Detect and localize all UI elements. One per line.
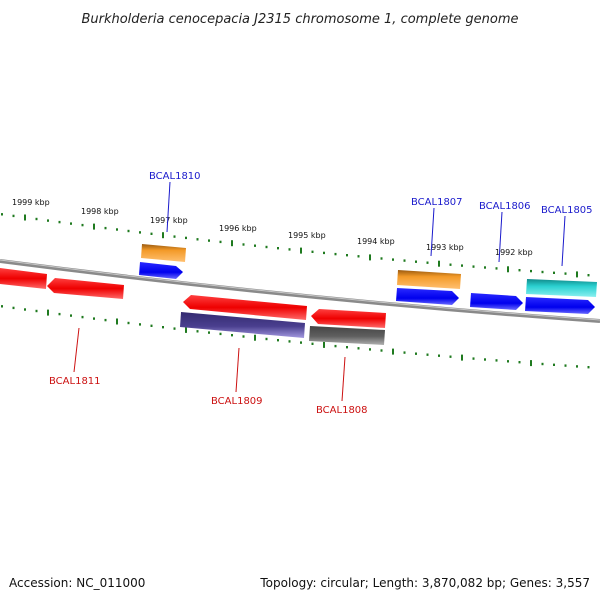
reverse-genes	[0, 268, 386, 345]
chromosome-backbone	[0, 259, 600, 323]
scale-labels: 1999 kbp 1998 kbp 1997 kbp 1996 kbp 1995…	[12, 198, 533, 257]
gene-blue-bcal1807[interactable]	[396, 288, 459, 305]
gene-label-bcal1810[interactable]: BCAL1810	[149, 171, 201, 182]
upper-tick-row	[1, 213, 590, 278]
scale-label-1994: 1994 kbp	[357, 237, 395, 246]
reverse-gene-labels: BCAL1811 BCAL1809 BCAL1808	[49, 327, 368, 416]
gene-red-bcal1809[interactable]	[183, 295, 307, 320]
scale-label-1995: 1995 kbp	[288, 231, 326, 240]
gene-orange-bcal1810[interactable]	[141, 244, 186, 262]
scale-label-1996: 1996 kbp	[219, 224, 257, 233]
scale-label-1993: 1993 kbp	[426, 243, 464, 252]
leader-line-bcal1805	[561, 215, 566, 267]
scale-label-1998: 1998 kbp	[81, 207, 119, 216]
gene-label-bcal1809[interactable]: BCAL1809	[211, 396, 263, 407]
gene-label-bcal1811[interactable]: BCAL1811	[49, 376, 101, 387]
accession-text: Accession: NC_011000	[9, 576, 145, 590]
leader-line-bcal1806	[498, 211, 503, 263]
gene-red-bcal1811[interactable]	[47, 278, 124, 299]
gene-red-bcal1808[interactable]	[311, 309, 386, 328]
gene-blue-bcal1806[interactable]	[470, 293, 523, 310]
leader-line-bcal1810	[166, 181, 171, 233]
chromosome-backbone-highlight	[0, 259, 600, 321]
gene-blue-bcal1805[interactable]	[525, 297, 595, 314]
gene-red-left-edge[interactable]	[0, 268, 47, 289]
leader-line-bcal1809	[235, 347, 240, 393]
gene-label-bcal1805[interactable]: BCAL1805	[541, 205, 593, 216]
forward-gene-labels: BCAL1810 BCAL1807 BCAL1806 BCAL1805	[149, 171, 593, 267]
scale-label-1992: 1992 kbp	[495, 248, 533, 257]
gene-gray-bcal1808[interactable]	[309, 326, 385, 345]
gene-cyan-bcal1805[interactable]	[526, 279, 597, 297]
leader-line-bcal1808	[341, 356, 346, 402]
gene-purple-bcal1809[interactable]	[180, 312, 305, 338]
map-title: Burkholderia cenocepacia J2315 chromosom…	[81, 12, 518, 27]
lower-tick-row	[1, 305, 590, 369]
gene-orange-bcal1807[interactable]	[397, 270, 461, 289]
scale-label-1997: 1997 kbp	[150, 216, 188, 225]
gene-label-bcal1807[interactable]: BCAL1807	[411, 197, 463, 208]
leader-line-bcal1807	[430, 207, 435, 257]
gene-label-bcal1808[interactable]: BCAL1808	[316, 405, 368, 416]
gene-label-bcal1806[interactable]: BCAL1806	[479, 201, 531, 212]
gene-blue-bcal1810[interactable]	[139, 262, 183, 279]
leader-line-bcal1811	[73, 327, 80, 373]
genome-summary-text: Topology: circular; Length: 3,870,082 bp…	[259, 576, 590, 590]
forward-genes	[139, 244, 597, 314]
scale-label-1999: 1999 kbp	[12, 198, 50, 207]
